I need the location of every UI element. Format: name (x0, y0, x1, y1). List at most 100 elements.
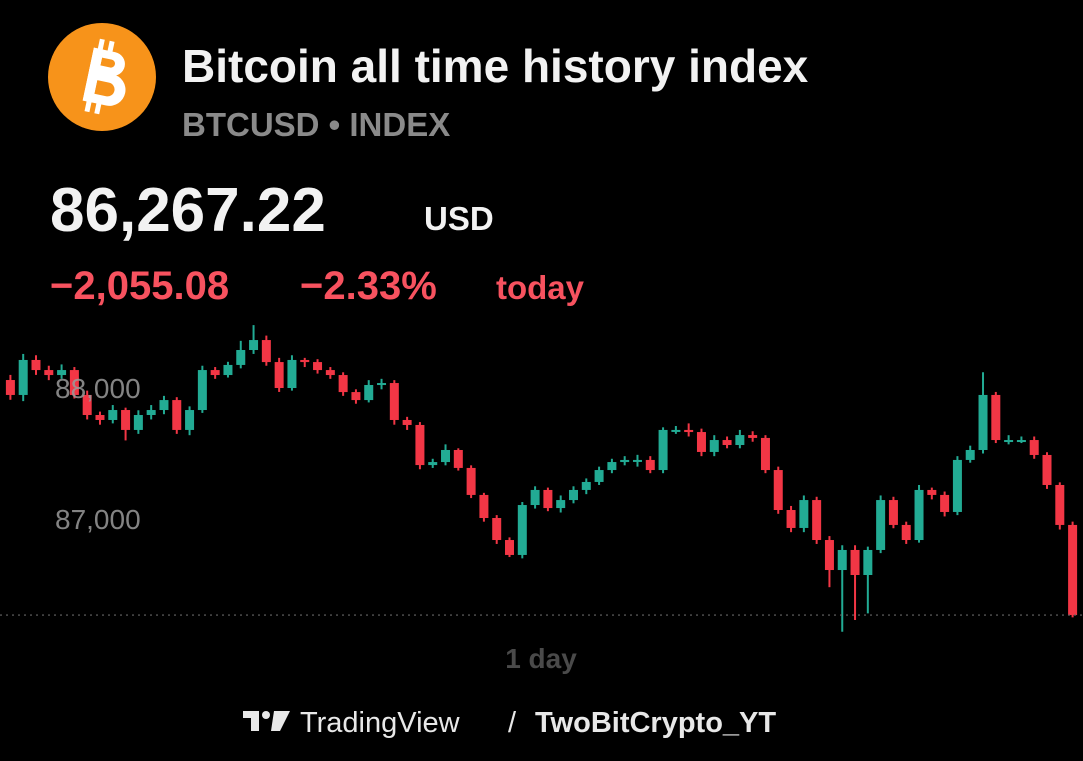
candle-body (1055, 484, 1065, 525)
candle-body (1029, 440, 1039, 455)
candle-body (888, 500, 898, 525)
footer-author: TwoBitCrypto_YT (535, 707, 776, 739)
candle-body (159, 400, 169, 411)
candle-body (146, 410, 156, 416)
candle-body (185, 410, 195, 430)
candle-body (44, 370, 54, 376)
candle-body (530, 489, 540, 506)
candle-body (505, 540, 515, 555)
candle-body (479, 494, 489, 519)
candle-body (197, 370, 207, 411)
candle-body (1042, 454, 1052, 485)
candle-body (684, 429, 694, 433)
tradingview-logo (243, 711, 290, 731)
candle-body (965, 449, 975, 460)
candle-body (453, 449, 463, 468)
candle-body (543, 489, 553, 509)
candle-body (952, 459, 962, 512)
plot: 87,000 88,000 (0, 325, 1083, 632)
candle-body (581, 481, 591, 490)
title: Bitcoin all time history index (182, 40, 809, 92)
change-percent: −2.33% (300, 264, 437, 308)
candle-body (441, 449, 451, 463)
x-axis-label: 1 day (505, 643, 577, 674)
candle-body (722, 440, 732, 446)
candle-body (415, 424, 425, 466)
candle-body (172, 400, 182, 430)
candle-body (1016, 440, 1026, 443)
candle-body (978, 394, 988, 450)
candle-body (927, 489, 937, 495)
candle-body (223, 364, 233, 376)
candle-body (1004, 440, 1014, 443)
candle-body (261, 340, 271, 363)
currency: USD (424, 200, 494, 237)
footer-separator: / (508, 707, 517, 739)
candle-body (786, 510, 796, 528)
candle-body (645, 459, 655, 471)
candle-body (696, 432, 706, 452)
candle-body (466, 467, 476, 495)
candle-body (773, 470, 783, 511)
candle-body (709, 440, 719, 452)
candle-body (901, 524, 911, 541)
candle-body (121, 410, 131, 430)
bitcoin-icon (48, 23, 156, 131)
y-tick-label: 88,000 (55, 373, 141, 404)
candle-body (300, 359, 310, 363)
candle-body (863, 549, 873, 576)
candle-body (402, 419, 412, 425)
candle-body (594, 470, 604, 482)
candle-body (492, 518, 502, 541)
candle-body (249, 340, 259, 351)
candle-body (274, 362, 284, 389)
candle-body (760, 437, 770, 471)
candle-body (5, 380, 15, 395)
price: 86,267.22 (50, 176, 326, 245)
candle-body (876, 500, 886, 550)
candle-body (914, 489, 924, 541)
candle-body (632, 459, 642, 462)
candle-body (556, 500, 566, 509)
candle-body (69, 370, 79, 395)
candle-body (210, 370, 220, 376)
icon-glyph (82, 38, 126, 115)
candle-body (377, 383, 387, 386)
candle-body (133, 415, 143, 430)
candle-body (837, 549, 847, 571)
candle-body (940, 494, 950, 512)
candle-body (364, 384, 374, 401)
period: today (496, 269, 585, 306)
candle-body (735, 435, 745, 446)
change: −2,055.08 (50, 264, 229, 308)
candle-body (389, 383, 399, 420)
candle-body (57, 370, 67, 376)
candle-body (287, 359, 297, 389)
candle-body (568, 489, 578, 501)
candle-body (313, 362, 323, 371)
candle-body (325, 370, 335, 376)
y-tick-label: 87,000 (55, 504, 141, 535)
candle-body (1068, 524, 1078, 616)
candle-body (18, 359, 28, 395)
candle-body (31, 359, 41, 371)
candle-body (658, 429, 668, 471)
footer-brand: TradingView (300, 707, 461, 739)
candle-body (351, 392, 361, 401)
candle-body (812, 500, 822, 541)
candle-body (748, 435, 758, 438)
candle-body (82, 394, 92, 416)
candle-body (95, 415, 105, 420)
candle-body (991, 394, 1001, 441)
candle-body (236, 350, 246, 365)
candle-body (517, 505, 527, 555)
candle-body (108, 410, 118, 420)
candle-body (620, 459, 630, 463)
candle-body (824, 540, 834, 571)
candle-body (671, 429, 681, 432)
candle-body (850, 549, 860, 576)
subtitle: BTCUSD • INDEX (182, 106, 450, 143)
candle-body (799, 500, 809, 528)
candle-body (428, 462, 438, 466)
